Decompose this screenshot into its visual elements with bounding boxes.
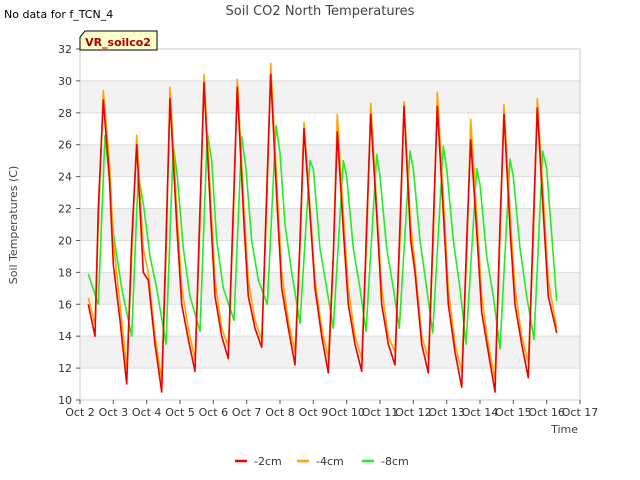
y-tick-label-30: 30 [58, 75, 72, 88]
band-10-12 [80, 368, 580, 400]
x-tick-label-6: Oct 6 [199, 406, 229, 419]
plot-frame [79, 48, 581, 401]
x-tick-label-17: Oct 17 [562, 406, 599, 419]
y-tick-label-28: 28 [58, 107, 72, 120]
band-18-20 [80, 240, 580, 273]
y-tick-label-26: 26 [58, 139, 72, 152]
badge-box [79, 30, 158, 51]
y-tick-label-24: 24 [58, 171, 72, 184]
x-tick-label-9: Oct 9 [299, 406, 329, 419]
x-tick-label-8: Oct 8 [265, 406, 295, 419]
band-30-32 [80, 49, 580, 81]
x-axis-label: Time [550, 423, 578, 436]
x-tick-label-4: Oct 4 [132, 406, 162, 419]
x-tick-label-13: Oct 13 [428, 406, 465, 419]
series-line-2cm [87, 73, 558, 393]
x-tick-label-12: Oct 12 [395, 406, 432, 419]
y-tick-label-18: 18 [58, 266, 72, 279]
x-tick-label-15: Oct 15 [495, 406, 532, 419]
band-20-22 [80, 208, 580, 241]
y-axis-label: Soil Temperatures (C) [7, 166, 20, 285]
series-lines [87, 62, 558, 393]
x-tick-label-5: Oct 5 [165, 406, 195, 419]
legend-label-4cm: -4cm [316, 455, 344, 468]
y-axis-ticks: 10 12 14 16 18 20 22 24 26 28 30 32 [58, 43, 80, 407]
band-26-28 [80, 112, 580, 145]
badge-label: VR_soilco2 [85, 36, 151, 49]
y-tick-label-32: 32 [58, 43, 72, 56]
y-tick-label-10: 10 [58, 394, 72, 407]
no-data-note: No data for f_TCN_4 [4, 8, 113, 21]
x-tick-label-11: Oct 11 [362, 406, 399, 419]
x-tick-label-2: Oct 2 [65, 406, 95, 419]
y-tick-label-16: 16 [58, 298, 72, 311]
x-tick-label-16: Oct 16 [528, 406, 565, 419]
x-tick-label-10: Oct 10 [328, 406, 365, 419]
y-tick-label-12: 12 [58, 362, 72, 375]
x-tick-label-14: Oct 14 [462, 406, 499, 419]
y-tick-label-14: 14 [58, 330, 72, 343]
band-22-24 [80, 176, 580, 209]
band-16-18 [80, 272, 580, 305]
chart-title: Soil CO2 North Temperatures [226, 4, 415, 19]
legend-label-8cm: -8cm [381, 455, 409, 468]
band-24-26 [80, 144, 580, 177]
legend-label-2cm: -2cm [254, 455, 282, 468]
series-line-8cm [87, 124, 558, 350]
x-tick-label-7: Oct 7 [232, 406, 262, 419]
y-tick-label-22: 22 [58, 203, 72, 216]
x-axis-ticks: Oct 2 Oct 3 Oct 4 Oct 5 Oct 6 Oct 7 Oct 8 Oct 9… [65, 400, 598, 419]
y-tick-label-20: 20 [58, 234, 72, 247]
band-28-30 [80, 80, 580, 113]
x-tick-label-3: Oct 3 [99, 406, 129, 419]
logger-badge: VR_soilco2 [79, 30, 158, 51]
legend: -2cm -4cm -8cm [235, 455, 409, 468]
